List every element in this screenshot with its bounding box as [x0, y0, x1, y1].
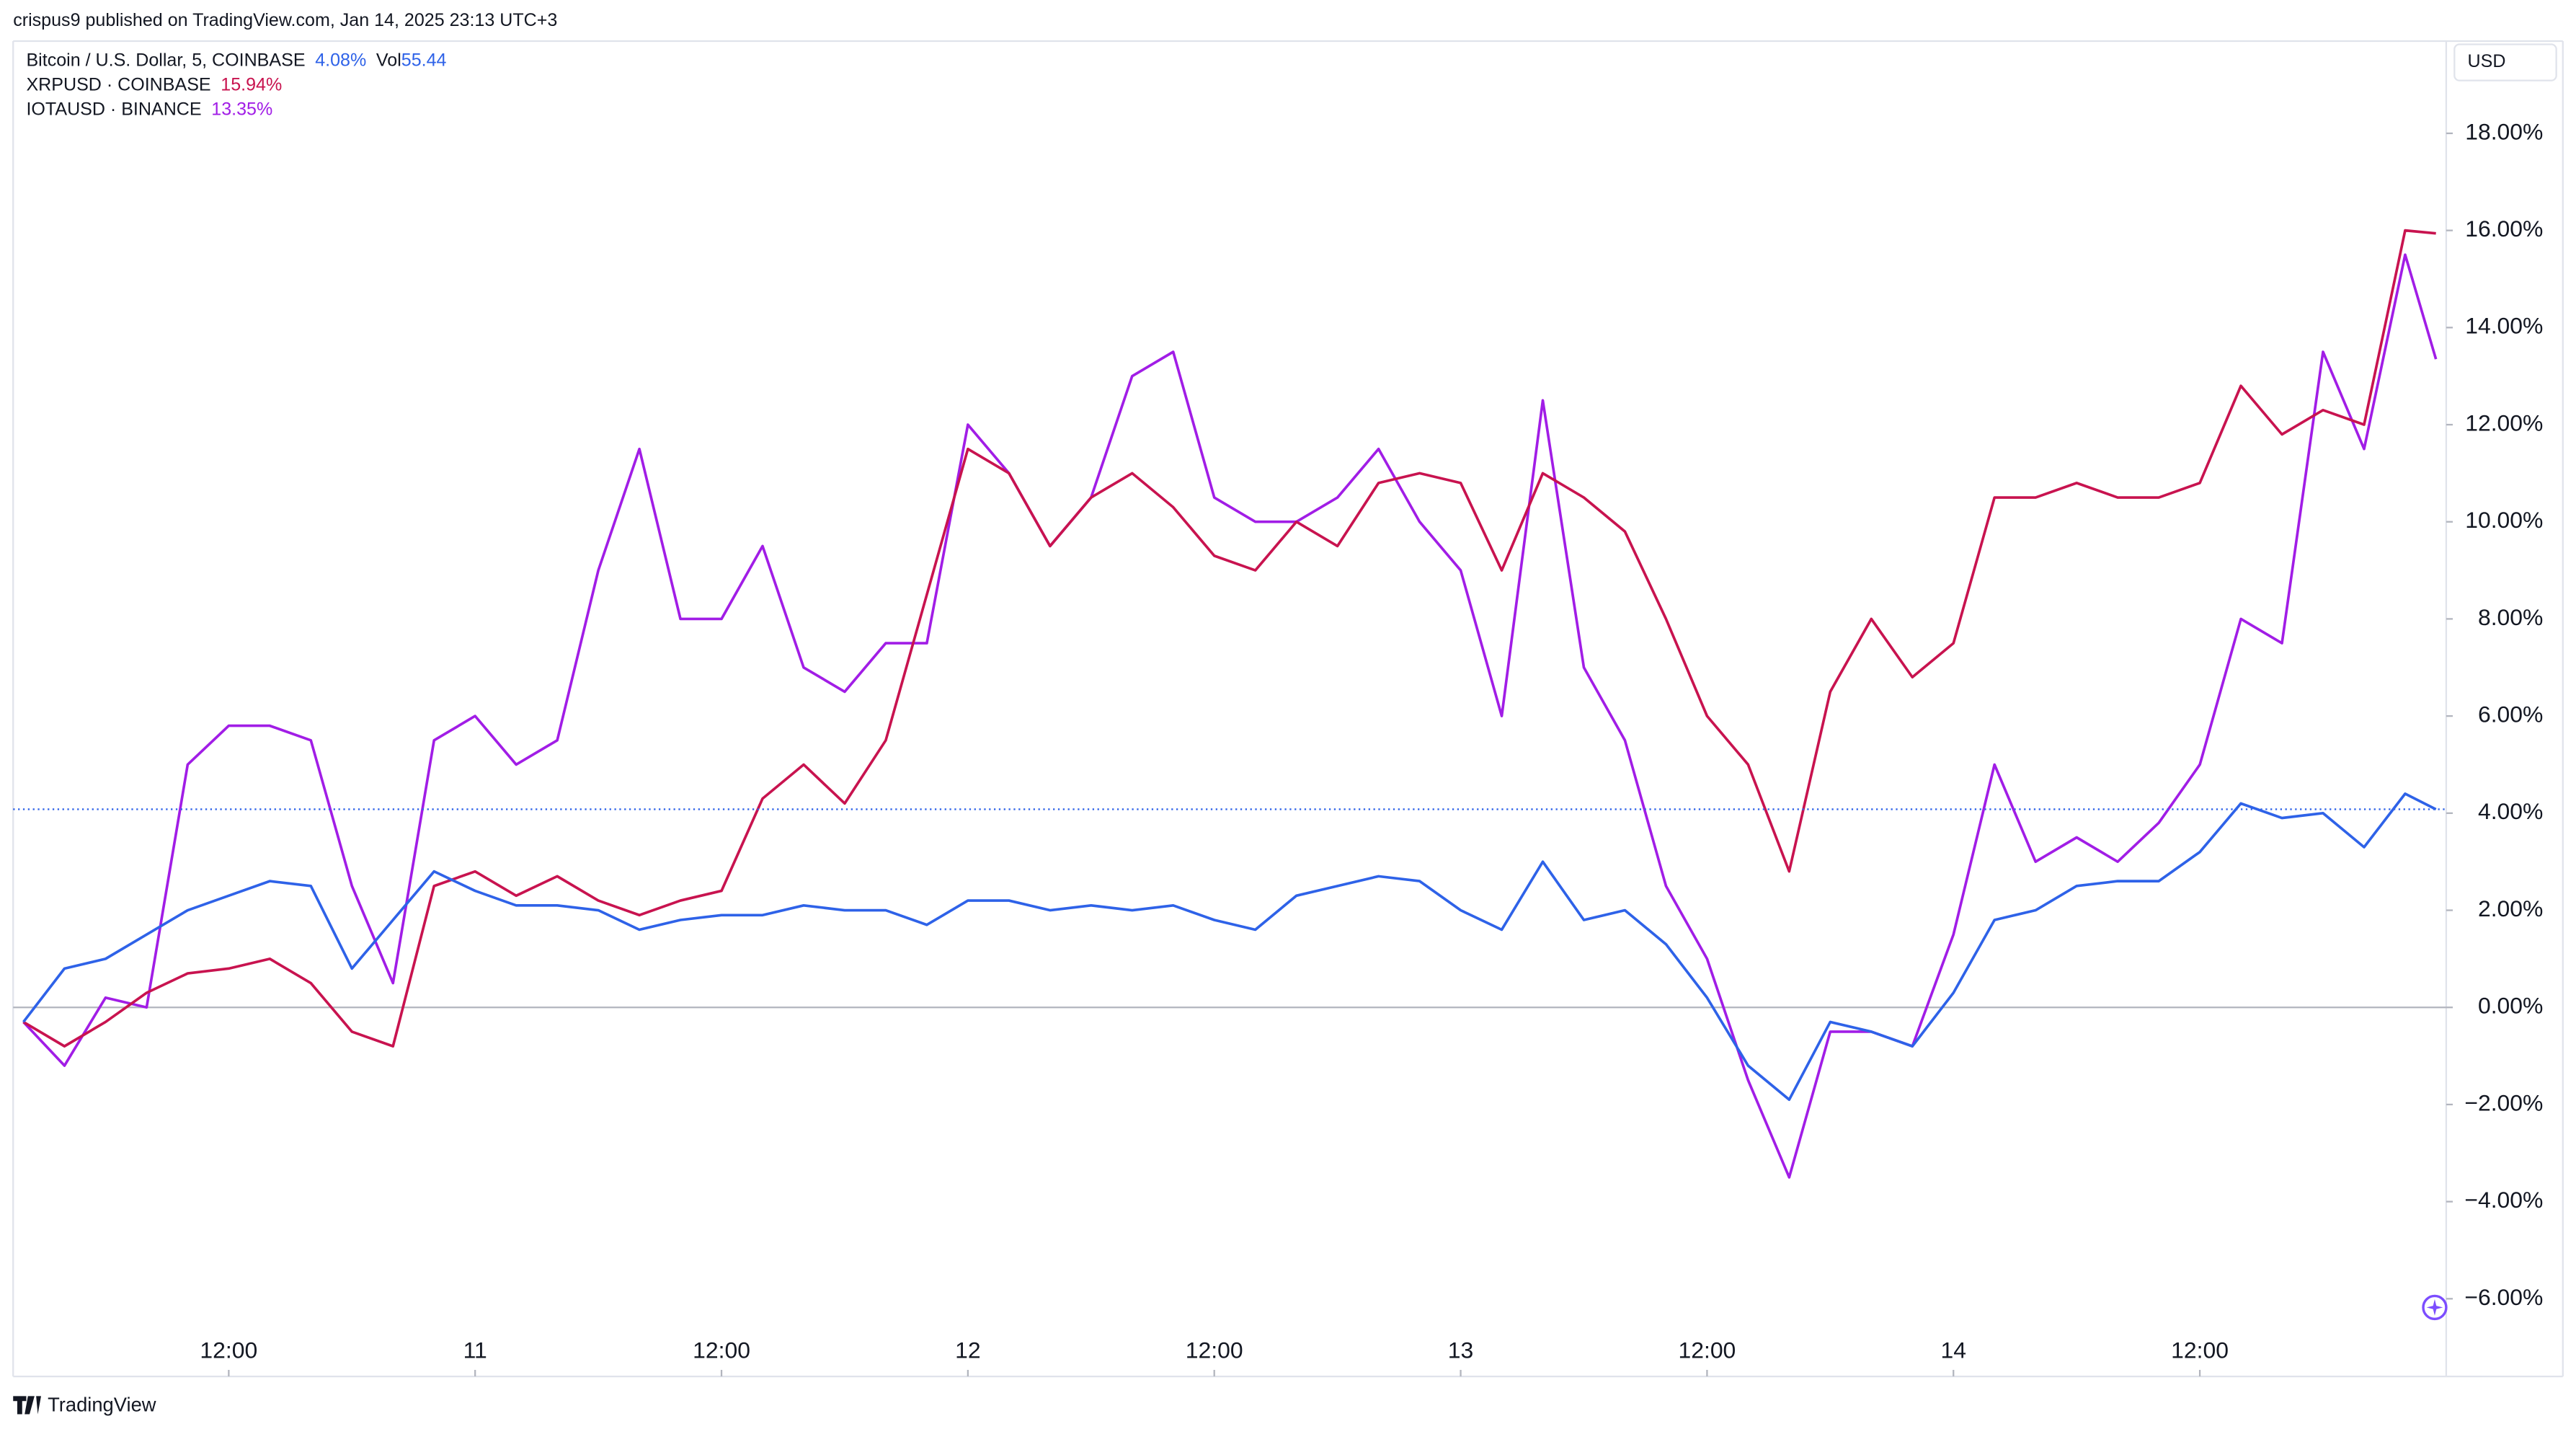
y-tick-label: 16.00%: [2465, 216, 2543, 242]
y-tick-label: 6.00%: [2478, 702, 2543, 727]
legend-name: XRPUSD · COINBASE: [26, 74, 210, 94]
currency[interactable]: USD: [2468, 51, 2506, 71]
legend-entry: Bitcoin / U.S. Dollar, 5, COINBASE 4.08% V…: [26, 50, 446, 70]
x-tick-label: 12:00: [2171, 1337, 2229, 1363]
x-tick-label: 12:00: [693, 1337, 750, 1363]
series-line: [22, 792, 2437, 1102]
y-tick-label: 8.00%: [2478, 604, 2543, 630]
series-line: [22, 229, 2436, 1048]
x-tick-label: 12:00: [1678, 1337, 1736, 1363]
legend-value: 4.08%: [315, 50, 366, 70]
logo-text: TradingView: [48, 1393, 156, 1415]
legend-entry: IOTAUSD · BINANCE 13.35%: [26, 99, 272, 119]
legend-entry: XRPUSD · COINBASE 15.94%: [26, 74, 282, 94]
legend-name: Bitcoin / U.S. Dollar, 5, COINBASE: [26, 50, 305, 70]
y-tick-label: −2.00%: [2464, 1089, 2543, 1115]
volume-label: Vol: [376, 50, 401, 70]
x-tick-label: 11: [463, 1337, 487, 1363]
legend-value: 15.94%: [221, 74, 282, 94]
y-tick-label: 4.00%: [2478, 798, 2543, 824]
currency-box[interactable]: [2453, 43, 2557, 81]
logo-mark: [13, 1396, 41, 1415]
y-tick-label: 0.00%: [2478, 993, 2543, 1019]
legend-value: 13.35%: [211, 99, 272, 119]
x-tick-label: 12:00: [200, 1337, 257, 1363]
add-icon[interactable]: [2422, 1294, 2448, 1321]
series-line: [22, 253, 2438, 1179]
published-note: crispus9 published on TradingView.com, J…: [13, 10, 557, 30]
x-tick-label: 13: [1448, 1337, 1473, 1363]
x-tick-label: 12:00: [1186, 1337, 1243, 1363]
y-tick-label: 14.00%: [2465, 313, 2543, 339]
y-tick-label: 12.00%: [2465, 410, 2543, 435]
y-tick-label: 2.00%: [2478, 895, 2543, 921]
legend-name: IOTAUSD · BINANCE: [26, 99, 201, 119]
x-tick-label: 14: [1941, 1337, 1966, 1363]
add-icon-star: [2426, 1299, 2443, 1316]
x-tick-label: 12: [955, 1337, 980, 1363]
y-tick-label: −4.00%: [2464, 1187, 2543, 1213]
y-tick-label: −6.00%: [2464, 1284, 2543, 1310]
y-tick-label: 10.00%: [2465, 507, 2543, 533]
volume-value: 55.44: [401, 50, 447, 70]
y-tick-label: 18.00%: [2465, 118, 2543, 144]
